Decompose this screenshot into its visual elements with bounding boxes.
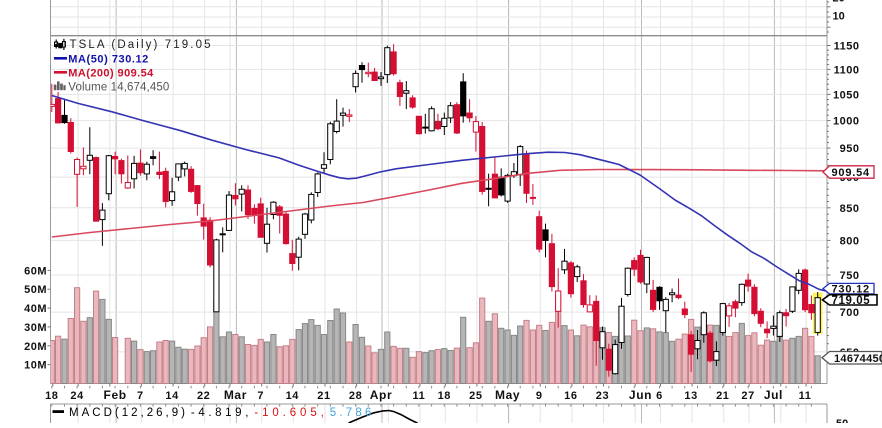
svg-text:24: 24 [70,390,84,402]
svg-text:1050: 1050 [833,89,859,101]
svg-text:-4.819,: -4.819, [191,407,249,419]
svg-text:13: 13 [684,390,697,402]
svg-text:23: 23 [596,390,609,402]
svg-text:20: 20 [833,0,845,5]
svg-text:Jun: Jun [629,388,652,402]
svg-text:700: 700 [840,307,860,319]
svg-text:11: 11 [799,390,812,402]
svg-text:10M: 10M [24,360,47,372]
svg-text:-10.605,: -10.605, [254,407,323,419]
svg-text:Mar: Mar [224,388,247,402]
svg-text:50M: 50M [24,284,47,296]
svg-text:730.12: 730.12 [832,284,870,296]
svg-text:7: 7 [257,390,264,402]
svg-text:18: 18 [438,390,451,402]
svg-text:28: 28 [349,390,362,402]
svg-text:30M: 30M [24,322,47,334]
svg-text:Volume 14,674,450: Volume 14,674,450 [68,81,169,93]
svg-text:750: 750 [840,270,860,282]
svg-text:21: 21 [317,390,330,402]
svg-text:20M: 20M [24,341,47,353]
svg-text:719.05: 719.05 [832,295,871,307]
svg-text:60M: 60M [24,265,47,277]
svg-text:850: 850 [840,203,860,215]
svg-text:27: 27 [741,390,754,402]
svg-text:1100: 1100 [834,64,860,76]
svg-text:10: 10 [833,11,845,23]
svg-text:16: 16 [564,390,577,402]
svg-text:Feb: Feb [104,388,127,402]
svg-text:22: 22 [197,390,210,402]
svg-text:MA(50) 730.12: MA(50) 730.12 [68,53,148,65]
svg-text:800: 800 [840,235,860,247]
svg-text:25: 25 [469,390,482,402]
svg-text:40M: 40M [24,303,47,315]
svg-text:9: 9 [536,390,543,402]
svg-text:14674450: 14674450 [834,353,882,365]
svg-text:MACD(12,26,9): MACD(12,26,9) [69,407,185,419]
svg-text:7: 7 [137,390,144,402]
svg-text:1000: 1000 [833,116,859,128]
svg-text:14: 14 [286,390,300,402]
svg-text:Apr: Apr [370,388,392,402]
svg-text:TSLA (Daily) 719.05: TSLA (Daily) 719.05 [70,39,211,51]
svg-text:11: 11 [412,390,425,402]
svg-text:14: 14 [165,390,179,402]
svg-text:18: 18 [45,390,58,402]
svg-text:May: May [495,388,520,402]
svg-text:950: 950 [840,143,860,155]
svg-text:5.786: 5.786 [330,407,372,419]
svg-text:21: 21 [716,390,729,402]
svg-text:909.54: 909.54 [832,167,871,179]
svg-text:Jul: Jul [764,388,783,402]
svg-text:6: 6 [656,390,663,402]
svg-text:1150: 1150 [834,41,860,53]
svg-text:50: 50 [836,418,848,423]
svg-text:MA(200) 909.54: MA(200) 909.54 [68,67,154,79]
